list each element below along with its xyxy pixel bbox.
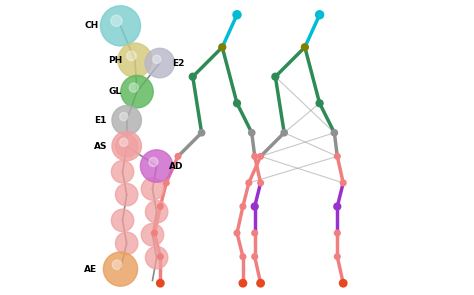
Text: AD: AD [169,162,183,171]
Circle shape [238,279,247,288]
Circle shape [145,48,174,78]
Circle shape [333,202,341,211]
Text: E2: E2 [172,58,184,68]
Circle shape [234,230,240,237]
Circle shape [141,224,164,246]
Circle shape [119,112,128,121]
Circle shape [163,179,170,186]
Circle shape [245,179,252,186]
Circle shape [334,153,341,160]
Circle shape [239,253,246,260]
Circle shape [316,99,324,107]
Circle shape [111,209,134,232]
Circle shape [271,73,280,81]
Circle shape [127,51,137,61]
Circle shape [121,76,153,108]
Circle shape [111,15,122,27]
Circle shape [157,253,164,260]
Circle shape [153,55,161,63]
Circle shape [334,230,341,237]
Circle shape [330,129,338,137]
Text: AE: AE [84,265,98,273]
Circle shape [156,279,165,288]
Circle shape [111,160,134,183]
Circle shape [119,138,128,147]
Circle shape [257,153,264,160]
Circle shape [251,153,258,160]
Text: GL: GL [108,87,121,96]
Circle shape [141,178,164,200]
Circle shape [146,201,168,223]
Circle shape [116,135,138,157]
Circle shape [280,129,288,137]
Circle shape [239,203,246,210]
Circle shape [157,203,164,210]
Circle shape [340,179,347,186]
Circle shape [151,230,158,237]
Circle shape [334,253,341,260]
Circle shape [140,150,173,182]
Circle shape [218,43,227,51]
Circle shape [174,153,182,160]
Circle shape [339,279,347,288]
Circle shape [189,73,197,81]
Circle shape [251,202,259,211]
Circle shape [248,129,255,137]
Circle shape [301,43,309,51]
Circle shape [256,279,265,288]
Circle shape [251,230,258,237]
Circle shape [112,131,141,161]
Text: CH: CH [84,21,99,30]
Circle shape [146,246,168,269]
Circle shape [198,129,205,137]
Text: AS: AS [94,142,107,150]
Circle shape [112,106,141,135]
Text: PH: PH [108,56,122,65]
Circle shape [233,99,241,107]
Circle shape [100,6,140,46]
Circle shape [129,83,138,92]
Circle shape [315,10,324,19]
Circle shape [116,183,138,206]
Circle shape [257,179,264,186]
Circle shape [103,252,137,286]
Circle shape [118,43,152,77]
Text: E1: E1 [94,116,106,125]
Circle shape [112,260,122,270]
Circle shape [116,232,138,255]
Circle shape [149,158,158,167]
Circle shape [251,253,258,260]
Circle shape [232,10,242,19]
